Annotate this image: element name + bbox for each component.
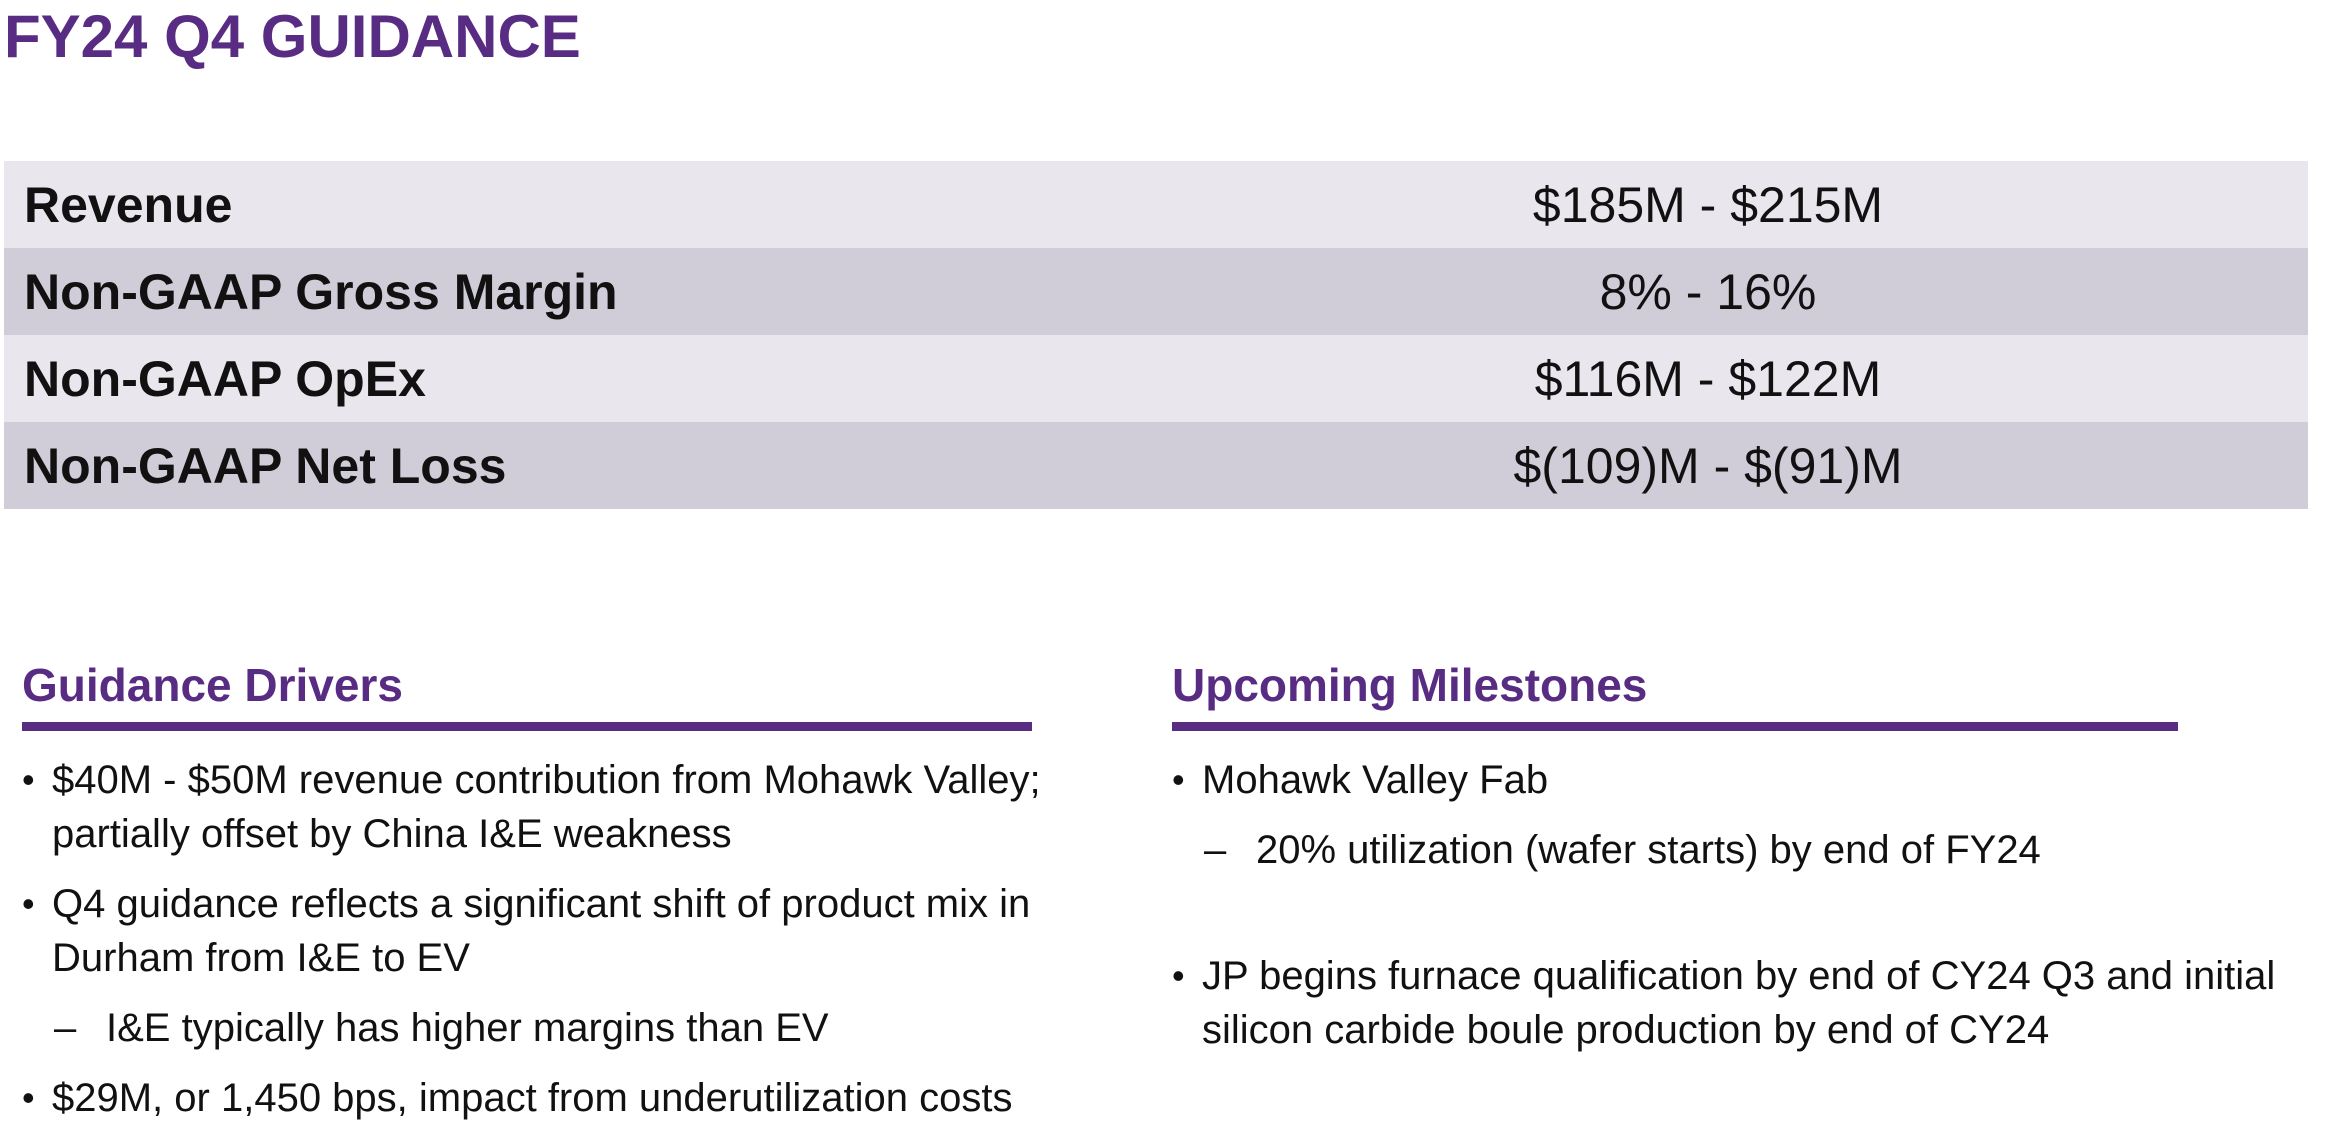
bullet-list: • $40M - $50M revenue contribution from … [22,753,1041,1125]
metric-value: 8% - 16% [1599,263,1817,320]
bullet-text: silicon carbide boule production by end … [1202,1008,2050,1052]
sub-list-item: – 20% utilization (wafer starts) by end … [1172,823,2178,877]
bullet-icon: • [22,883,35,924]
bullet-icon: • [1172,759,1185,800]
upcoming-milestones-section: Upcoming Milestones • Mohawk Valley Fab … [1172,652,2276,1073]
bullet-text: Durham from I&E to EV [52,936,470,980]
dash-icon: – [54,1006,77,1050]
list-item: • $40M - $50M revenue contribution from … [22,753,1041,861]
metric-value: $116M - $122M [1534,350,1882,407]
metric-label: Non-GAAP Gross Margin [24,263,618,320]
bullet-text: $29M, or 1,450 bps, impact from underuti… [52,1076,1013,1120]
guidance-drivers-section: Guidance Drivers • $40M - $50M revenue c… [22,652,1041,1141]
metric-value: $185M - $215M [1532,176,1884,233]
metric-label: Non-GAAP OpEx [24,350,426,407]
bullet-icon: • [22,759,35,800]
list-item: • Q4 guidance reflects a significant shi… [22,877,1032,985]
bullet-icon: • [1172,955,1185,996]
bullet-text: $40M - $50M revenue contribution from Mo… [52,758,1041,802]
bullet-text: Q4 guidance reflects a significant shift… [52,882,1031,926]
section-divider [1172,722,2178,731]
bullet-text: Mohawk Valley Fab [1202,758,1549,802]
page-title: FY24 Q4 GUIDANCE [4,3,581,70]
list-item: • $29M, or 1,450 bps, impact from underu… [22,1071,1032,1125]
sub-list-item: – I&E typically has higher margins than … [22,1001,1032,1055]
metric-label: Non-GAAP Net Loss [24,437,507,494]
list-item: • Mohawk Valley Fab [1172,753,2178,807]
section-divider [22,722,1032,731]
bullet-text: JP begins furnace qualification by end o… [1202,954,2276,998]
bullet-icon: • [22,1077,35,1118]
section-heading: Guidance Drivers [22,659,403,711]
spacer [1172,893,2178,949]
bullet-list: • Mohawk Valley Fab – 20% utilization (w… [1172,753,2276,1057]
table-row: Non-GAAP Gross Margin 8% - 16% [4,248,2308,335]
sub-bullet-text: I&E typically has higher margins than EV [106,1006,829,1050]
sub-bullet-text: 20% utilization (wafer starts) by end of… [1256,828,2041,872]
list-item: • JP begins furnace qualification by end… [1172,949,2276,1057]
bullet-text: partially offset by China I&E weakness [52,812,732,856]
table-row: Revenue $185M - $215M [4,161,2308,248]
table-row: Non-GAAP Net Loss $(109)M - $(91)M [4,422,2308,509]
dash-icon: – [1204,828,1227,872]
metric-label: Revenue [24,176,233,233]
guidance-table: Revenue $185M - $215M Non-GAAP Gross Mar… [4,161,2308,509]
table-row: Non-GAAP OpEx $116M - $122M [4,335,2308,422]
section-heading: Upcoming Milestones [1172,659,1648,711]
metric-value: $(109)M - $(91)M [1513,437,1903,494]
